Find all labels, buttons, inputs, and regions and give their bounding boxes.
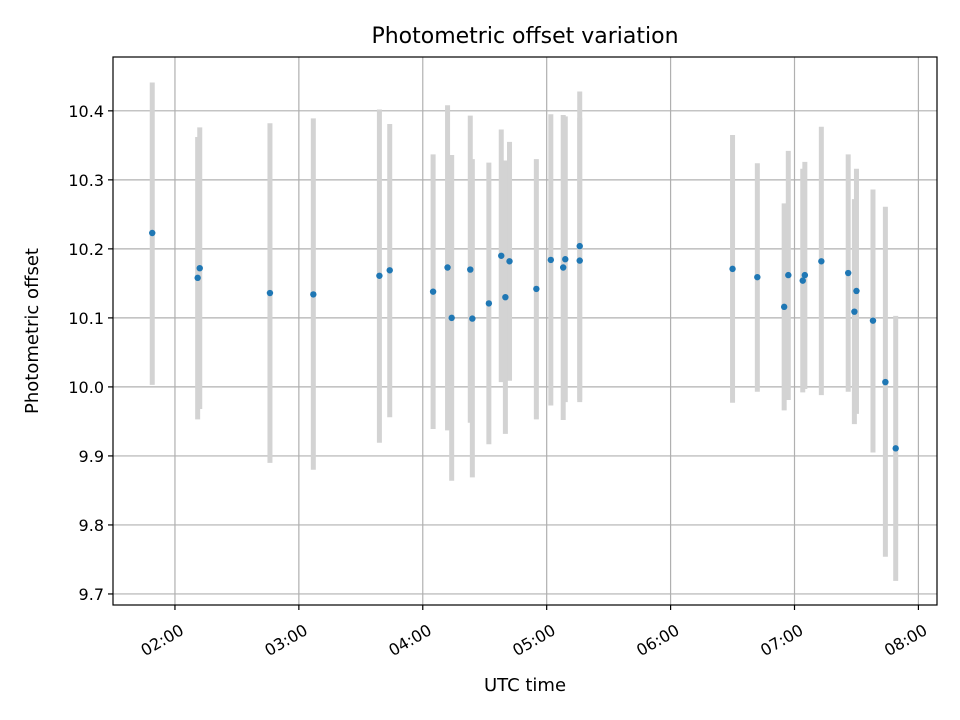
data-point [502, 293, 509, 301]
data-point [469, 315, 476, 322]
data-points [149, 229, 899, 452]
y-tick-label: 9.8 [79, 516, 104, 535]
data-point [149, 229, 156, 237]
data-point [386, 267, 393, 274]
data-point [562, 256, 569, 263]
data-point [376, 272, 383, 279]
data-point [801, 271, 809, 279]
data-point [266, 289, 274, 297]
data-point [576, 242, 583, 250]
chart-title: Photometric offset variation [371, 24, 678, 49]
data-point [310, 291, 317, 298]
y-tick-label: 9.9 [79, 447, 104, 466]
data-point [498, 252, 505, 259]
data-point [853, 287, 860, 295]
y-tick-label: 10.2 [68, 240, 104, 259]
data-point [754, 273, 761, 281]
data-point [196, 264, 203, 272]
data-point [818, 258, 825, 265]
y-axis-label: Photometric offset [22, 248, 43, 414]
y-tick-label: 10.0 [68, 378, 104, 397]
data-point [194, 274, 201, 282]
data-point [467, 266, 474, 273]
data-point [448, 314, 455, 322]
plot-frame [112, 56, 938, 606]
data-point [533, 285, 540, 293]
y-tick-label: 9.7 [79, 585, 104, 604]
y-tick-label: 10.3 [68, 171, 104, 190]
y-tick-label: 10.4 [68, 102, 104, 121]
data-point [729, 265, 736, 273]
data-point [547, 256, 555, 264]
data-point [882, 378, 889, 386]
data-point [429, 288, 437, 295]
data-point [506, 258, 513, 265]
grid [113, 57, 937, 605]
data-point [844, 269, 852, 277]
y-tick-label: 10.1 [68, 309, 104, 328]
data-point [576, 257, 583, 264]
data-point [851, 308, 858, 315]
data-point [780, 303, 788, 311]
data-point [892, 445, 899, 452]
data-point [799, 277, 806, 284]
data-point [869, 317, 877, 324]
data-point [785, 271, 792, 279]
y-axis-ticks: 9.7 9.8 9.9 10.0 10.1 10.2 10.3 10.4 [68, 102, 113, 604]
data-point [485, 300, 493, 307]
data-point [444, 264, 451, 271]
data-point [560, 264, 567, 271]
x-axis-label: UTC time [484, 675, 566, 696]
